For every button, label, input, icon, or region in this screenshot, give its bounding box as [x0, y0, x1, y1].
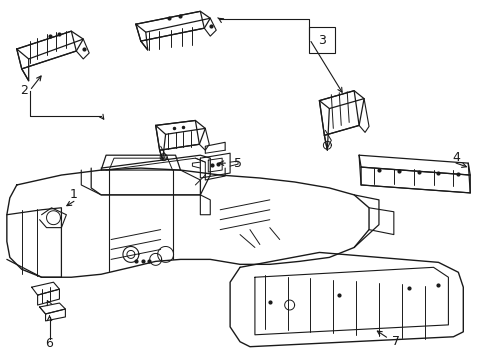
Text: 6: 6: [45, 337, 53, 350]
FancyBboxPatch shape: [309, 27, 335, 53]
Text: 1: 1: [69, 188, 77, 201]
Text: 2: 2: [20, 84, 28, 97]
Text: 7: 7: [391, 335, 399, 348]
Text: 4: 4: [451, 151, 459, 164]
Text: 3: 3: [318, 33, 325, 46]
Text: 5: 5: [234, 157, 242, 170]
